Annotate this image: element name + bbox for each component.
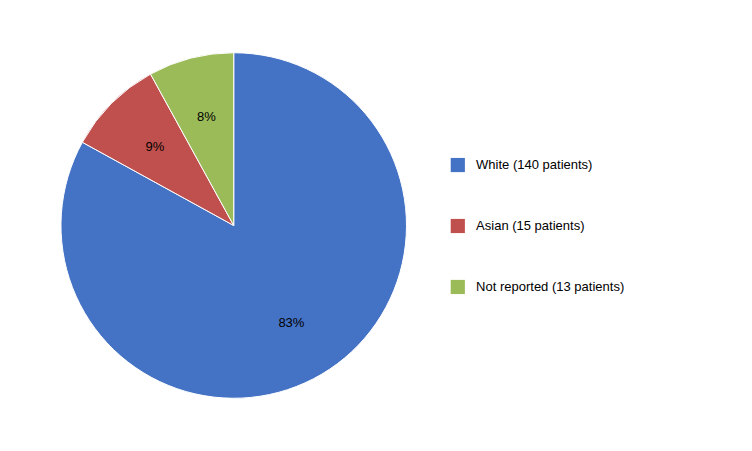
svg-text:White (140 patients): White (140 patients) <box>476 157 592 172</box>
svg-text:Not reported (13 patients): Not reported (13 patients) <box>476 279 624 294</box>
svg-text:Asian (15 patients): Asian (15 patients) <box>476 218 584 233</box>
svg-text:8%: 8% <box>197 109 216 124</box>
svg-text:83%: 83% <box>278 315 304 330</box>
svg-text:9%: 9% <box>145 139 164 154</box>
